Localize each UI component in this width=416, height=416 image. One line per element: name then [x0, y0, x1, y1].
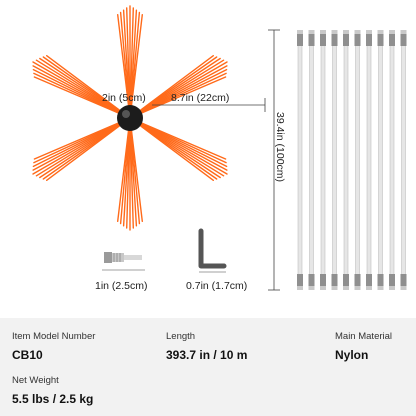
bristle	[129, 13, 144, 119]
extension-rod	[331, 30, 338, 290]
bristle	[116, 117, 131, 223]
wrench-length-label: 0.7in (1.7cm)	[186, 280, 248, 292]
extension-rod	[366, 30, 372, 290]
hub-diameter-label: 2in (5cm)	[102, 92, 146, 104]
extension-rod	[343, 30, 349, 290]
spec-material-label: Main Material	[335, 331, 393, 342]
spec-weight-label: Net Weight	[12, 375, 59, 386]
spec-material: Main Material Nylon	[335, 331, 392, 362]
threaded-adapter	[102, 252, 145, 271]
bristle-length-label: 8.7in (22cm)	[171, 92, 230, 104]
extension-rod	[320, 30, 326, 290]
rod-dimension-line	[268, 29, 280, 291]
spec-length-label: Length	[166, 331, 196, 342]
spec-model-label: Item Model Number	[12, 331, 96, 342]
extension-rods	[297, 30, 407, 290]
extension-rod	[389, 30, 395, 290]
bristle	[129, 76, 227, 119]
rod-length-label: 39.4in (100cm)	[274, 112, 286, 183]
extension-rod	[297, 30, 303, 290]
product-drawing	[32, 5, 407, 291]
spec-panel: Item Model Number CB10 Length 393.7 in /…	[0, 318, 416, 416]
brush-hub-highlight	[122, 110, 130, 118]
bristle	[46, 55, 131, 119]
spec-weight: Net Weight 5.5 lbs / 2.5 kg	[12, 375, 93, 406]
spec-length-value: 393.7 in / 10 m	[166, 348, 248, 362]
extension-rod	[308, 30, 315, 290]
bristle	[33, 117, 131, 160]
extension-rod	[400, 30, 407, 290]
hex-wrench	[198, 228, 227, 273]
bristle	[129, 117, 215, 182]
spec-length: Length 393.7 in / 10 m	[166, 331, 247, 362]
bristle-dimension-line	[152, 98, 266, 112]
brush-hub	[117, 105, 143, 131]
chimney-brush-head	[32, 5, 228, 231]
spec-model-value: CB10	[12, 348, 43, 362]
extension-rod	[354, 30, 361, 290]
product-illustration: 2in (5cm) 8.7in (22cm) 39.4in (100cm) 1i…	[32, 5, 407, 292]
extension-rod	[377, 30, 384, 290]
spec-model: Item Model Number CB10	[12, 331, 95, 362]
spec-weight-value: 5.5 lbs / 2.5 kg	[12, 392, 94, 406]
spec-material-value: Nylon	[335, 348, 369, 362]
adapter-length-label: 1in (2.5cm)	[95, 280, 148, 292]
